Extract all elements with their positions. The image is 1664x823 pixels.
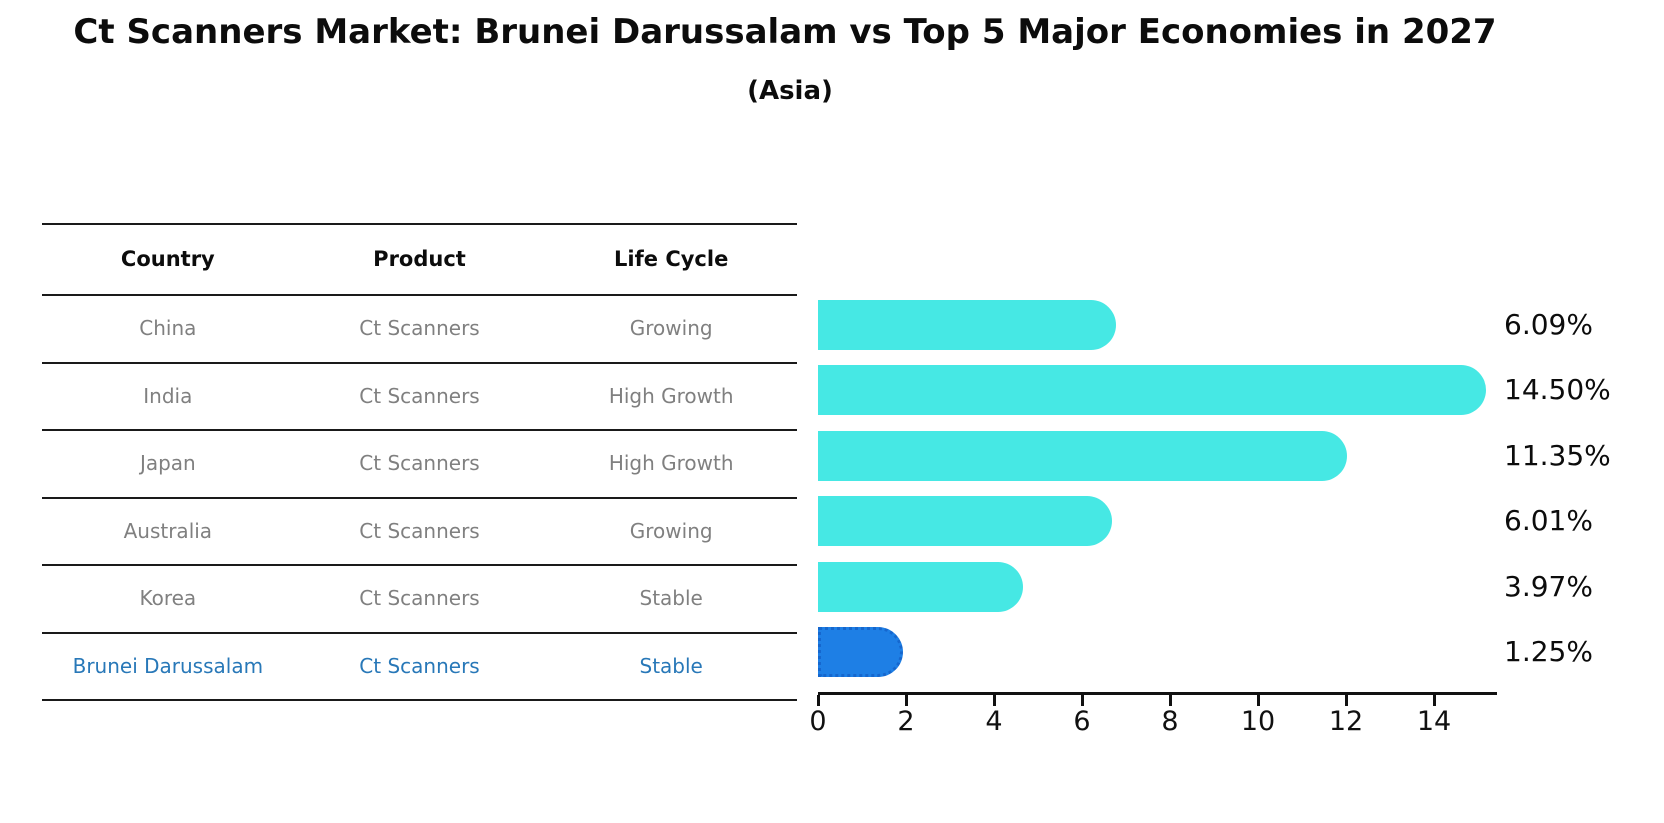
table-row: Korea Ct Scanners Stable xyxy=(42,566,797,634)
header-cell-country: Country xyxy=(120,247,215,271)
cell-product: Ct Scanners xyxy=(359,451,480,475)
cell-country: China xyxy=(139,316,197,340)
table-row: China Ct Scanners Growing xyxy=(42,296,797,364)
cell-country: Brunei Darussalam xyxy=(72,653,264,678)
table-row: Japan Ct Scanners High Growth xyxy=(42,431,797,499)
comparison-table: Country Product Life Cycle China Ct Scanners… xyxy=(42,223,797,701)
value-label: 3.97% xyxy=(1504,569,1593,603)
cell-country: Korea xyxy=(139,586,197,610)
cell-country: India xyxy=(143,383,193,408)
bar-japan xyxy=(818,430,1348,481)
value-label: 14.50% xyxy=(1504,373,1611,407)
x-axis-tick-label: 8 xyxy=(1161,706,1179,737)
bar-australia xyxy=(818,496,1113,547)
x-axis-tick xyxy=(993,695,996,706)
x-axis-tick-label: 14 xyxy=(1416,706,1452,737)
x-axis-tick-label: 4 xyxy=(985,706,1003,737)
cell-product: Ct Scanners xyxy=(359,586,480,610)
cell-country: Australia xyxy=(123,518,213,543)
cell-life-cycle: Growing xyxy=(629,316,713,340)
x-axis-tick xyxy=(1081,695,1084,706)
cell-life-cycle: High Growth xyxy=(608,383,734,408)
x-axis-tick xyxy=(1257,695,1260,706)
cell-life-cycle: High Growth xyxy=(608,451,734,475)
cell-life-cycle: Growing xyxy=(629,518,713,543)
value-label: 1.25% xyxy=(1504,635,1593,669)
table-row: Brunei Darussalam Ct Scanners Stable xyxy=(42,634,797,701)
page-subtitle: (Asia) xyxy=(747,76,833,106)
x-axis-tick-label: 10 xyxy=(1240,706,1276,737)
cell-life-cycle: Stable xyxy=(639,653,703,678)
x-axis-tick-label: 12 xyxy=(1328,706,1364,737)
cell-product: Ct Scanners xyxy=(359,653,480,678)
x-axis-tick-label: 2 xyxy=(897,706,915,737)
table-row: Australia Ct Scanners Growing xyxy=(42,499,797,566)
value-label: 6.01% xyxy=(1504,504,1593,538)
bar-brunei-darussalam xyxy=(818,627,903,678)
cell-product: Ct Scanners xyxy=(359,316,480,340)
cell-product: Ct Scanners xyxy=(359,383,480,408)
cell-country: Japan xyxy=(139,451,196,475)
x-axis-tick xyxy=(1345,695,1348,706)
x-axis-tick xyxy=(1169,695,1172,706)
x-axis-line xyxy=(818,692,1497,695)
cell-product: Ct Scanners xyxy=(359,518,480,543)
x-axis-tick xyxy=(817,695,820,706)
bar-china xyxy=(818,299,1116,350)
x-axis-tick xyxy=(1433,695,1436,706)
cell-life-cycle: Stable xyxy=(639,586,703,610)
table-row: India Ct Scanners High Growth xyxy=(42,364,797,431)
header-cell-life-cycle: Life Cycle xyxy=(614,247,729,271)
bar-india xyxy=(818,365,1486,416)
page-title: Ct Scanners Market: Brunei Darussalam vs… xyxy=(73,12,1497,52)
bar-korea xyxy=(818,561,1023,612)
header-cell-product: Product xyxy=(373,247,466,271)
x-axis-tick xyxy=(905,695,908,706)
x-axis-tick-label: 6 xyxy=(1073,706,1091,737)
value-label: 11.35% xyxy=(1504,438,1611,472)
value-label: 6.09% xyxy=(1504,307,1593,341)
x-axis-tick-label: 0 xyxy=(809,706,827,737)
table-header-row: Country Product Life Cycle xyxy=(42,225,797,296)
